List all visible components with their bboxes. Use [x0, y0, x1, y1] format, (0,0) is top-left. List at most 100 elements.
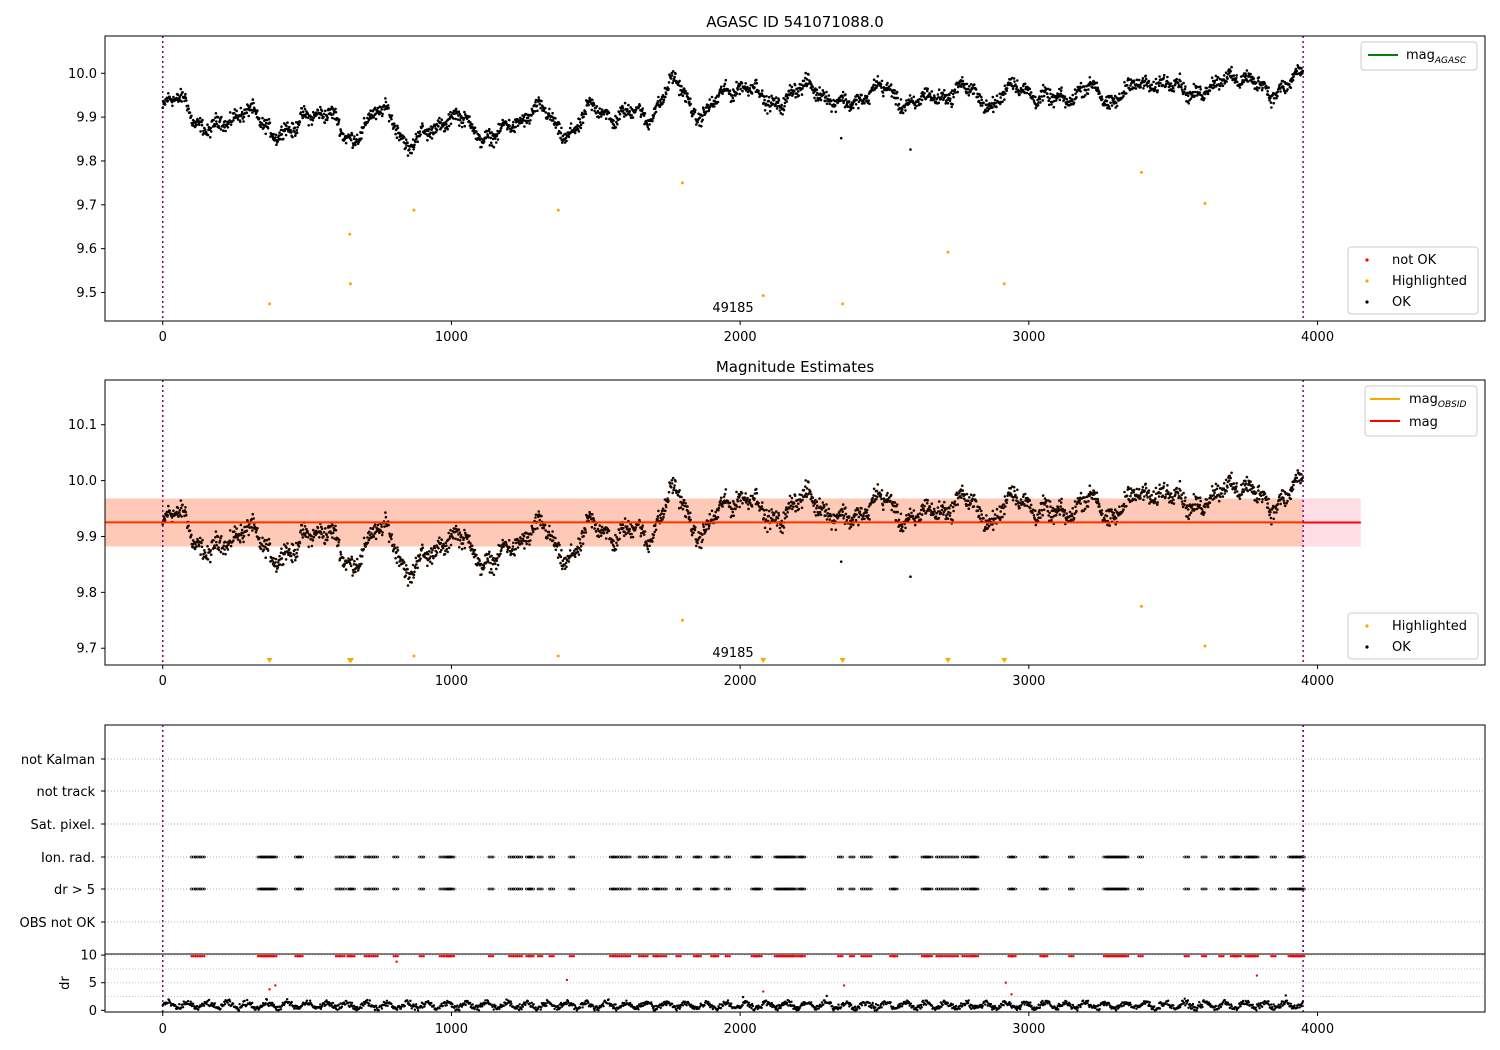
ok-point	[716, 100, 720, 104]
ok-point	[599, 534, 603, 537]
ok-point	[181, 91, 184, 94]
ok-point	[514, 120, 518, 124]
ok-point	[354, 143, 357, 147]
ok-point	[701, 118, 704, 122]
ok-point	[496, 138, 500, 141]
ok-point	[202, 129, 205, 133]
ok-point	[896, 510, 899, 514]
ok-point	[432, 556, 435, 560]
ok-point	[1261, 86, 1264, 90]
ok-point	[331, 524, 335, 527]
ok-point	[256, 526, 259, 530]
ok-point	[457, 110, 461, 113]
ok-point	[749, 84, 753, 87]
ok-point	[1283, 504, 1287, 508]
ok-point	[785, 515, 789, 518]
ok-point	[1096, 497, 1099, 501]
ok-point	[1134, 87, 1138, 90]
ok-point	[233, 112, 236, 115]
ok-point	[306, 116, 310, 119]
ok-point	[1079, 81, 1083, 85]
ok-point	[698, 535, 702, 539]
ok-point	[248, 105, 252, 108]
ok-point	[526, 116, 530, 119]
highlighted-point	[841, 302, 845, 306]
ok-point	[429, 131, 433, 135]
ok-point	[965, 82, 969, 86]
ok-point	[1159, 81, 1162, 85]
ok-point	[579, 121, 582, 124]
ok-point	[961, 76, 964, 79]
ok-point	[1156, 501, 1159, 504]
ok-point	[1208, 501, 1212, 505]
ok-point	[310, 534, 313, 538]
ok-point	[949, 511, 952, 515]
ok-point	[1263, 82, 1267, 85]
ok-point	[1130, 492, 1133, 495]
ok-point	[1079, 90, 1082, 93]
ok-point	[987, 107, 991, 111]
ok-point	[209, 553, 213, 556]
ok-point	[1235, 490, 1239, 493]
ok-point	[868, 518, 871, 521]
ok-point	[1272, 97, 1276, 100]
ok-point	[178, 509, 182, 512]
ok-point	[1295, 69, 1299, 73]
ok-point	[786, 96, 789, 100]
ok-point	[463, 110, 466, 114]
ok-point	[295, 131, 299, 135]
ok-point	[768, 527, 772, 531]
ok-point	[638, 104, 642, 107]
ok-point	[412, 576, 415, 579]
ok-point	[735, 92, 739, 95]
ok-point	[1289, 497, 1293, 501]
ok-point	[349, 138, 353, 142]
ok-point	[324, 527, 327, 530]
ok-point	[1180, 86, 1183, 89]
ok-point	[1068, 510, 1072, 514]
ok-point	[971, 497, 974, 501]
ok-point	[383, 525, 386, 528]
ok-point	[827, 94, 831, 97]
ok-point	[936, 506, 940, 509]
ok-point	[353, 135, 356, 138]
ok-point	[1034, 95, 1037, 99]
ok-point	[344, 568, 348, 571]
ok-point	[907, 102, 911, 105]
ok-point	[380, 108, 384, 111]
ok-point	[1139, 85, 1142, 89]
ok-point	[1232, 74, 1236, 77]
ok-point	[1086, 505, 1090, 508]
ok-point	[1047, 514, 1050, 517]
ok-point	[813, 89, 817, 93]
ok-point	[943, 89, 946, 92]
ok-point	[643, 112, 647, 115]
ok-point	[1005, 87, 1009, 90]
ok-point	[489, 567, 493, 571]
ok-point	[1187, 517, 1190, 521]
ok-point	[369, 109, 372, 112]
ok-point	[1068, 96, 1072, 100]
ok-point	[844, 512, 848, 516]
ok-point	[1058, 499, 1061, 502]
ok-point	[672, 486, 676, 490]
ok-point	[732, 99, 735, 103]
ok-point	[778, 109, 782, 112]
ok-point	[612, 119, 615, 122]
ok-point	[849, 108, 853, 111]
ok-point	[651, 119, 654, 123]
ok-point	[213, 124, 217, 128]
ok-point	[701, 114, 704, 117]
ok-point	[627, 103, 630, 107]
ok-point	[1109, 101, 1112, 105]
ok-point	[450, 532, 453, 536]
ok-point	[1078, 499, 1081, 502]
ok-point	[282, 137, 285, 141]
ok-point	[180, 100, 183, 103]
ok-point	[813, 96, 816, 100]
ok-point	[617, 528, 621, 532]
ok-point	[1088, 484, 1092, 488]
ok-point	[421, 546, 425, 550]
ok-point	[839, 136, 843, 140]
ok-point	[708, 98, 711, 101]
